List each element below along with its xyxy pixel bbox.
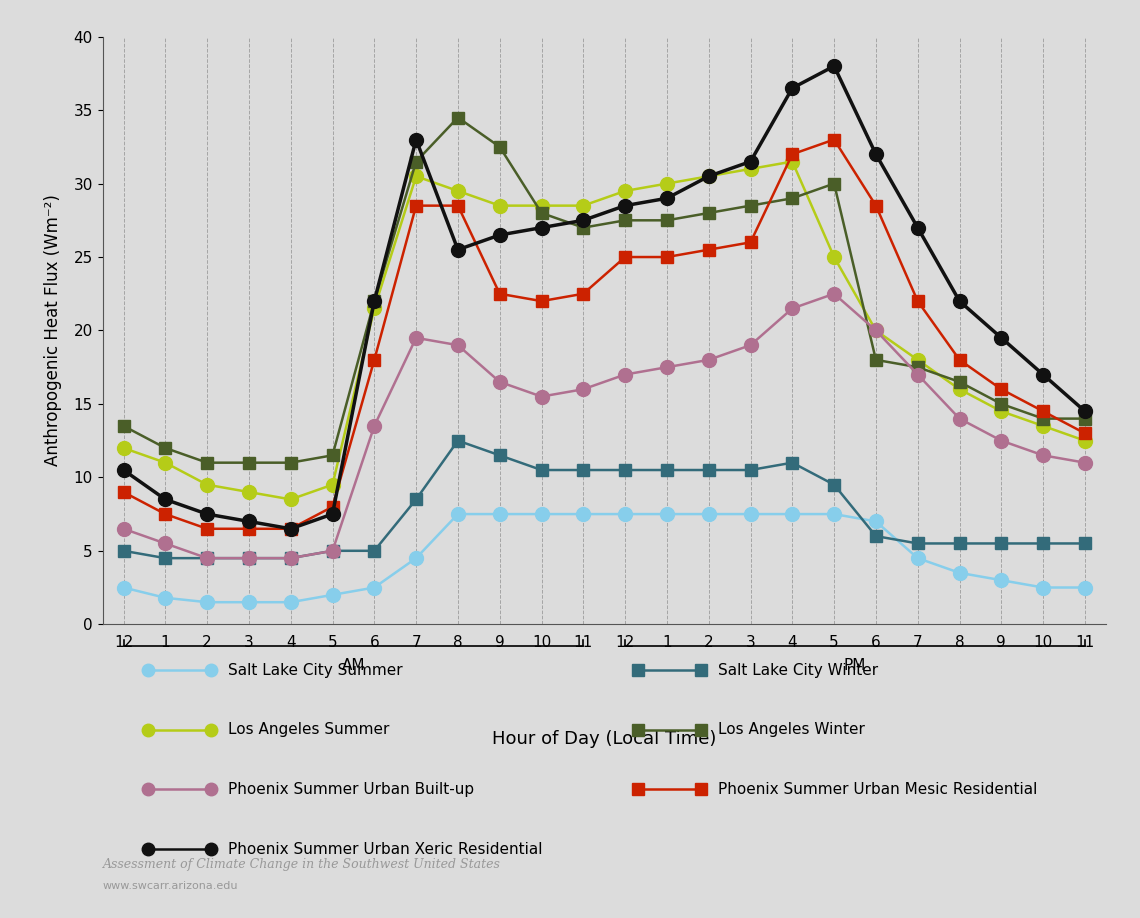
Text: Los Angeles Winter: Los Angeles Winter xyxy=(718,722,865,737)
Y-axis label: Anthropogenic Heat Flux (Wm⁻²): Anthropogenic Heat Flux (Wm⁻²) xyxy=(44,195,63,466)
Text: Los Angeles Summer: Los Angeles Summer xyxy=(228,722,390,737)
Text: Phoenix Summer Urban Xeric Residential: Phoenix Summer Urban Xeric Residential xyxy=(228,842,543,856)
Text: Phoenix Summer Urban Mesic Residential: Phoenix Summer Urban Mesic Residential xyxy=(718,782,1037,797)
Text: Salt Lake City Summer: Salt Lake City Summer xyxy=(228,663,402,677)
Text: Hour of Day (Local Time): Hour of Day (Local Time) xyxy=(492,730,716,748)
Text: Phoenix Summer Urban Built-up: Phoenix Summer Urban Built-up xyxy=(228,782,474,797)
Text: PM: PM xyxy=(844,658,866,673)
Text: AM: AM xyxy=(342,658,365,673)
Text: Assessment of Climate Change in the Southwest United States: Assessment of Climate Change in the Sout… xyxy=(103,857,500,870)
Text: Salt Lake City Winter: Salt Lake City Winter xyxy=(718,663,878,677)
Text: www.swcarr.arizona.edu: www.swcarr.arizona.edu xyxy=(103,880,238,890)
